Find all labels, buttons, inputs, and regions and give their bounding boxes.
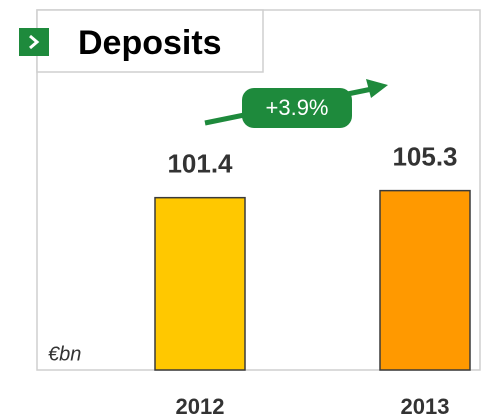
bar	[154, 196, 246, 371]
annotation-pill	[242, 88, 352, 128]
value-label: 105.3	[392, 141, 457, 171]
x-tick-label: 2012	[176, 394, 225, 419]
chevron	[29, 34, 40, 50]
unit-label: €bn	[48, 343, 81, 365]
value-label: 101.4	[167, 149, 233, 179]
chart-title: Deposits	[78, 24, 222, 62]
arrow-head	[366, 79, 388, 98]
title-icon	[19, 28, 49, 56]
annotation: +3.9%	[266, 95, 329, 120]
x-tick-label: 2013	[401, 394, 450, 419]
bar	[379, 189, 471, 371]
title-box	[36, 9, 264, 73]
